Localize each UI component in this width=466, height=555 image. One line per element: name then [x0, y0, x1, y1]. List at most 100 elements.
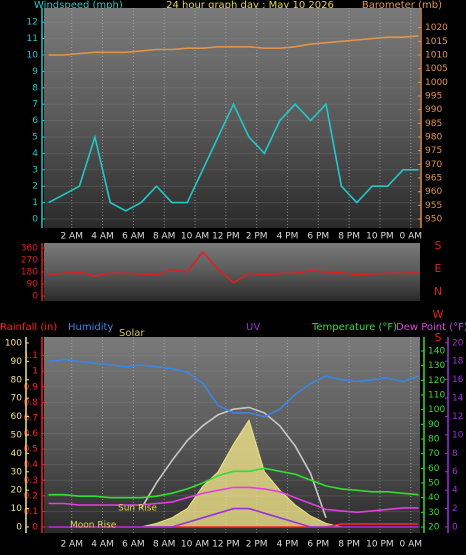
y-tick-label: 0.3: [24, 476, 38, 486]
y3-tick-label: 20: [428, 523, 440, 533]
y2-tick-label: 1010: [425, 51, 448, 61]
legend-humidity: Humidity: [68, 322, 113, 333]
x-tick-label: 10 AM: [181, 232, 209, 242]
direction-label: N: [434, 285, 442, 298]
y-tick-label: 0.2: [24, 491, 38, 501]
y3-tick-label: 30: [428, 508, 440, 518]
y3-tick-label: 100: [428, 405, 445, 415]
plot-background: [44, 8, 420, 228]
y4-tick-label: 0: [452, 523, 458, 533]
y3-tick-label: 90: [428, 420, 440, 430]
y-tick-label: 1.1: [24, 351, 38, 361]
y4-tick-label: 18: [452, 357, 464, 367]
y2-tick-label: 1005: [425, 64, 448, 74]
y2-tick-label: 980: [425, 133, 442, 143]
series-line: [48, 507, 419, 528]
y3-tick-label: 60: [428, 464, 440, 474]
y-tick-label: 1: [32, 367, 38, 377]
legend-temperature: Temperature (°F): [311, 322, 397, 333]
y-tick-label: 10: [27, 51, 39, 61]
y3-tick-label: 40: [428, 493, 440, 503]
x-tick-label: 0 AM: [399, 540, 422, 550]
x-tick-label: 10 PM: [366, 232, 394, 242]
y-tick-label: 270: [21, 256, 38, 266]
legend-solar: Solar: [119, 328, 145, 339]
y4-tick-label: 20: [452, 338, 464, 348]
y-tick-label: 90: [27, 280, 39, 290]
series-line: [48, 35, 419, 56]
legend-dew-point: Dew Point (°F): [396, 322, 466, 333]
y2-tick-label: 0: [16, 523, 22, 533]
legend-rainfall: Rainfall (in): [0, 322, 57, 333]
y2-tick-label: 985: [425, 119, 442, 129]
y4-tick-label: 8: [452, 449, 458, 459]
direction-label: S: [435, 331, 442, 344]
x-tick-label: 4 AM: [91, 232, 114, 242]
y2-tick-label: 80: [11, 375, 23, 385]
y2-tick-label: 30: [11, 467, 23, 477]
x-tick-label: 8 PM: [338, 232, 360, 242]
y2-tick-label: 970: [425, 160, 442, 170]
x-tick-label: 4 PM: [277, 232, 299, 242]
y3-tick-label: 110: [428, 391, 445, 401]
y-tick-label: 0: [32, 523, 38, 533]
series-line: [48, 467, 419, 499]
chart-title: 24 hour graph day : May 10 2026: [166, 0, 334, 11]
y-tick-label: 180: [21, 268, 38, 278]
y2-tick-label: 1000: [425, 78, 448, 88]
y2-tick-label: 955: [425, 201, 442, 211]
y3-tick-label: 50: [428, 479, 440, 489]
y-tick-label: 0: [32, 292, 38, 302]
series-line: [48, 486, 419, 514]
direction-label: W: [433, 308, 444, 321]
y3-tick-label: 120: [428, 376, 445, 386]
y2-tick-label: 60: [11, 412, 23, 422]
y2-tick-label: 1020: [425, 23, 448, 33]
y-tick-label: 0.4: [24, 460, 39, 470]
y-axis-title: Windspeed (mph): [34, 0, 123, 11]
y2-tick-label: 10: [11, 504, 23, 514]
x-tick-label: 6 PM: [307, 232, 329, 242]
y2-tick-label: 995: [425, 92, 442, 102]
y4-tick-label: 10: [452, 430, 464, 440]
y2-tick-label: 90: [11, 357, 23, 367]
y-tick-label: 0.7: [24, 413, 38, 423]
y2-tick-label: 960: [425, 187, 442, 197]
x-tick-label: 2 AM: [60, 540, 83, 550]
y3-tick-label: 80: [428, 435, 440, 445]
y2-axis-title: Barometer (mb): [362, 0, 442, 11]
direction-label: E: [435, 262, 442, 275]
x-tick-label: 10 PM: [366, 540, 394, 550]
y3-tick-label: 130: [428, 361, 445, 371]
x-tick-label: 6 AM: [122, 232, 145, 242]
x-tick-label: 2 AM: [60, 232, 83, 242]
y2-tick-label: 40: [11, 449, 23, 459]
series-line: [48, 250, 419, 284]
y4-tick-label: 16: [452, 375, 464, 385]
x-tick-label: 6 AM: [122, 540, 145, 550]
y4-tick-label: 2: [452, 504, 458, 514]
y3-tick-label: 140: [428, 347, 445, 357]
y2-tick-label: 1015: [425, 37, 448, 47]
y-tick-label: 7: [32, 100, 38, 110]
y-tick-label: 1: [32, 198, 38, 208]
x-tick-label: 8 PM: [338, 540, 360, 550]
y-tick-label: 360: [21, 244, 38, 254]
y-tick-label: 8: [32, 83, 38, 93]
y-tick-label: 0.1: [24, 507, 38, 517]
x-tick-label: 0 AM: [399, 232, 422, 242]
plot-background: [44, 243, 420, 301]
legend-uv: UV: [246, 322, 260, 333]
y-tick-label: 0.8: [24, 398, 39, 408]
x-tick-label: 12 PM: [212, 540, 240, 550]
y2-tick-label: 975: [425, 146, 442, 156]
y4-tick-label: 14: [452, 394, 464, 404]
y-tick-label: 11: [27, 34, 38, 44]
y-tick-label: 12: [27, 18, 38, 28]
y2-tick-label: 950: [425, 215, 442, 225]
x-tick-label: 2 PM: [246, 232, 268, 242]
y-tick-label: 0.9: [24, 382, 39, 392]
y2-tick-label: 20: [11, 486, 23, 496]
y-tick-label: 3: [32, 165, 38, 175]
